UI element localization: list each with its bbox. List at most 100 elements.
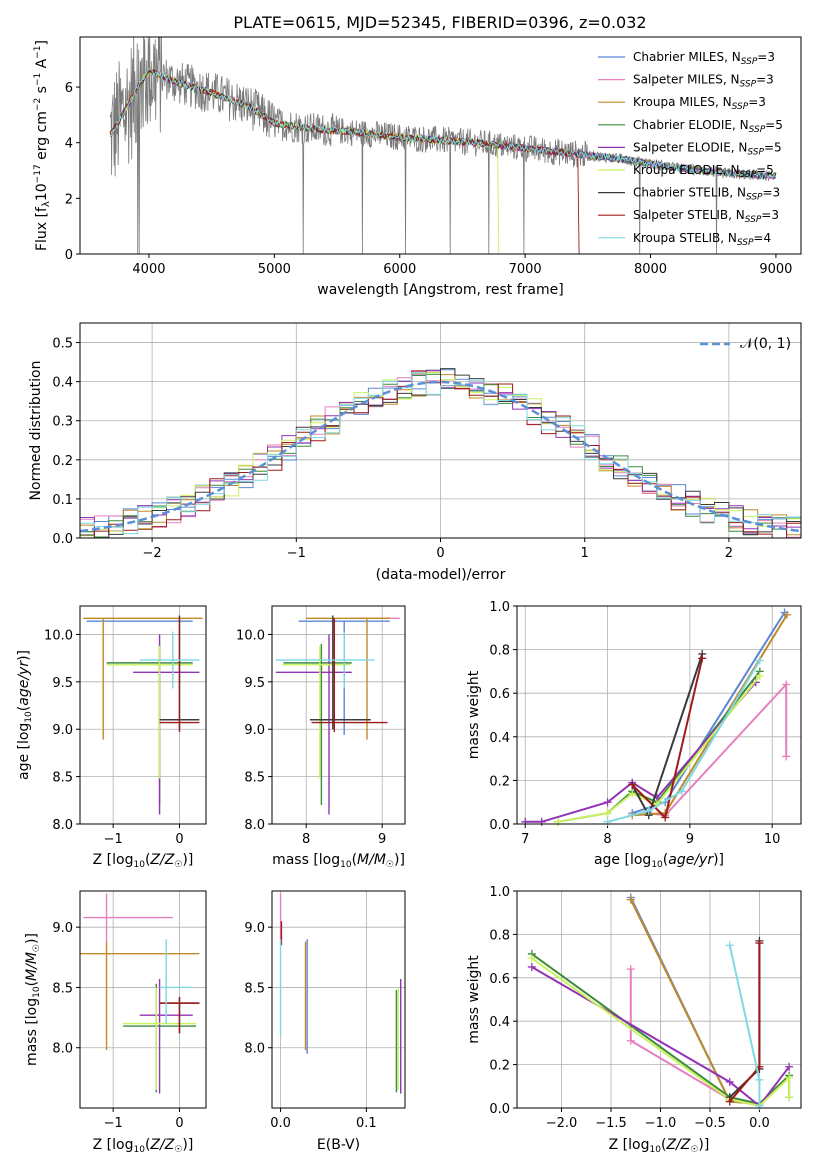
mass-weight-vs-z-marker-kroupa-elodie bbox=[527, 954, 536, 963]
legend-entry-kroupa-miles: Kroupa MILES, NSSP=3 bbox=[633, 95, 766, 112]
mass-weight-vs-age-marker-kroupa-elodie bbox=[755, 671, 764, 680]
residuals-frame bbox=[79, 322, 802, 539]
mass-weight-vs-age-xtick-label: 7 bbox=[521, 832, 529, 847]
mass-weight-vs-z-ytick-label: 1.0 bbox=[489, 885, 510, 900]
mass-vs-z-ytick-label: 8.0 bbox=[52, 1042, 73, 1057]
mass-weight-vs-age-marker-kroupa-stelib bbox=[603, 817, 612, 826]
mass-weight-vs-age-marker-kroupa-elodie bbox=[554, 817, 563, 826]
mass-weight-vs-age-ytick-label: 0.6 bbox=[489, 687, 510, 702]
age-vs-z-xtick-label: −1 bbox=[104, 832, 123, 847]
mass-vs-ebv-axes: 0.0 0.1 8.0 8.5 9.0 bbox=[244, 891, 405, 1131]
residuals-xtick-label: −2 bbox=[143, 546, 162, 561]
spectrum-model-chabrier-stelib bbox=[110, 69, 777, 181]
mass-vs-z-ytick-label: 8.5 bbox=[52, 981, 73, 996]
spectrum-xtick-label: 5000 bbox=[258, 262, 291, 277]
mass-weight-vs-age-frame bbox=[516, 605, 802, 825]
mass-vs-ebv-ytick-label: 9.0 bbox=[244, 921, 265, 936]
mass-weight-vs-age-ytick-label: 1.0 bbox=[489, 600, 510, 615]
mass-weight-vs-z-marker-salpeter-elodie bbox=[725, 1077, 734, 1086]
spectrum-axes: 4000 5000 6000 7000 8000 9000 0 2 4 6 bbox=[65, 81, 793, 277]
spectrum-xtick-label: 6000 bbox=[383, 262, 416, 277]
spectrum-title: PLATE=0615, MJD=52345, FIBERID=0396, z=0… bbox=[233, 13, 646, 32]
age-vs-mass-ytick-label: 10.0 bbox=[236, 628, 265, 643]
mass-weight-vs-age-ytick-label: 0.4 bbox=[489, 731, 510, 746]
age-vs-z-axes: −1 0 8.0 8.5 9.0 9.5 10.0 bbox=[44, 606, 206, 847]
mass-weight-vs-age-ytick-label: 0.2 bbox=[489, 774, 510, 789]
legend-entry-kroupa-elodie: Kroupa ELODIE, NSSP=5 bbox=[633, 163, 774, 180]
mass-vs-ebv-ytick-label: 8.5 bbox=[244, 981, 265, 996]
mass-weight-vs-age-marker-salpeter-miles bbox=[782, 680, 791, 689]
mass-weight-vs-z-line-salpeter-elodie bbox=[531, 966, 790, 1108]
age-vs-mass-xlabel: mass [log10(M/M☉)] bbox=[272, 852, 405, 870]
mass-weight-vs-age-marker-salpeter-stelib bbox=[698, 654, 707, 663]
mass-vs-ebv-xtick-label: 0.1 bbox=[356, 1116, 377, 1131]
mass-weight-vs-z-marker-kroupa-elodie bbox=[785, 1093, 794, 1102]
age-vs-mass-ytick-label: 9.0 bbox=[244, 723, 265, 738]
residuals-legend: 𝒩(0, 1) bbox=[700, 336, 791, 352]
mass-vs-z-plot-area bbox=[80, 893, 200, 1094]
spectrum-legend: Chabrier MILES, NSSP=3 Salpeter MILES, NS… bbox=[598, 50, 783, 248]
residuals-xlabel: (data-model)/error bbox=[376, 567, 506, 583]
mass-vs-z-xlabel: Z [log10(Z/Z☉)] bbox=[93, 1137, 194, 1155]
age-vs-z-plot-area bbox=[83, 615, 203, 815]
residuals-ylabel: Normed distribution bbox=[28, 361, 44, 501]
legend-entry-chabrier-stelib: Chabrier STELIB, NSSP=3 bbox=[633, 186, 780, 203]
residuals-xtick-label: 2 bbox=[725, 546, 733, 561]
mass-weight-vs-age-line-salpeter-stelib bbox=[631, 658, 704, 820]
spectrum-plot-area bbox=[109, 37, 777, 254]
age-vs-mass-ytick-label: 8.5 bbox=[244, 771, 265, 786]
mass-weight-vs-age-marker-salpeter-stelib bbox=[661, 813, 670, 822]
mass-vs-ebv-plot-area bbox=[279, 893, 402, 1094]
legend-entry-salpeter-stelib: Salpeter STELIB, NSSP=3 bbox=[633, 208, 779, 225]
mass-weight-vs-age-marker-salpeter-elodie bbox=[521, 817, 530, 826]
spectrum-ytick-label: 2 bbox=[65, 192, 73, 207]
mass-weight-vs-z-ytick-label: 0.4 bbox=[489, 1015, 510, 1030]
mass-vs-ebv-xlabel: E(B-V) bbox=[317, 1137, 360, 1153]
age-vs-mass-ytick-label: 8.0 bbox=[244, 818, 265, 833]
mass-weight-vs-age-marker-kroupa-stelib bbox=[755, 656, 764, 665]
residuals-ytick-label: 0.2 bbox=[52, 454, 73, 469]
mass-weight-vs-z-plot-area bbox=[527, 893, 794, 1110]
spectrum-ytick-label: 0 bbox=[65, 248, 73, 263]
mass-weight-vs-z-marker-kroupa-elodie bbox=[785, 1073, 794, 1082]
residuals-ytick-label: 0.0 bbox=[52, 532, 73, 547]
age-vs-z-ytick-label: 9.5 bbox=[52, 676, 73, 691]
mass-weight-vs-age-marker-kroupa-elodie bbox=[603, 809, 612, 818]
mass-weight-vs-age-xtick-label: 10 bbox=[764, 832, 781, 847]
mass-weight-vs-age-marker-kroupa-stelib bbox=[677, 787, 686, 796]
mass-weight-vs-age-xtick-label: 8 bbox=[603, 832, 611, 847]
mass-weight-vs-z-xtick-label: −1.0 bbox=[645, 1116, 677, 1131]
mass-weight-vs-z-marker-salpeter-elodie bbox=[785, 1062, 794, 1071]
residuals-xtick-label: 0 bbox=[436, 546, 444, 561]
mass-weight-vs-z-marker-salpeter-stelib bbox=[755, 939, 764, 948]
residuals-ytick-label: 0.5 bbox=[52, 337, 73, 352]
mass-weight-vs-age-line-chabrier-miles bbox=[631, 611, 786, 815]
mass-weight-vs-z-ytick-label: 0.0 bbox=[489, 1102, 510, 1117]
mass-weight-vs-age-ytick-label: 0.0 bbox=[489, 818, 510, 833]
mass-weight-vs-z-marker-salpeter-elodie bbox=[527, 962, 536, 971]
mass-weight-vs-z-xtick-label: 0.0 bbox=[749, 1116, 770, 1131]
mass-weight-vs-z-ytick-label: 0.6 bbox=[489, 972, 510, 987]
mass-weight-vs-z-xlabel: Z [log10(Z/Z☉)] bbox=[609, 1137, 710, 1155]
age-vs-z-xlabel: Z [log10(Z/Z☉)] bbox=[93, 852, 194, 870]
spectrum-ylabel: Flux [fλ10−17 erg cm−2 s−1 A−1] bbox=[33, 40, 52, 251]
mass-weight-vs-age-marker-kroupa-miles bbox=[783, 610, 792, 619]
age-vs-z-ytick-label: 10.0 bbox=[44, 628, 73, 643]
spectrum-xtick-label: 9000 bbox=[759, 262, 792, 277]
mass-vs-z-ytick-label: 9.0 bbox=[52, 921, 73, 936]
age-vs-z-xtick-label: 0 bbox=[175, 832, 183, 847]
mass-weight-vs-z-xtick-label: −2.0 bbox=[546, 1116, 578, 1131]
mass-weight-vs-age-marker-kroupa-stelib bbox=[644, 806, 653, 815]
residuals-hist-chabrier-stelib bbox=[80, 368, 801, 536]
residuals-plot-area bbox=[80, 368, 801, 538]
mass-weight-vs-age-marker-kroupa-elodie bbox=[628, 789, 637, 798]
spectrum-xtick-label: 8000 bbox=[634, 262, 667, 277]
mass-weight-vs-z-marker-kroupa-stelib bbox=[755, 1075, 764, 1084]
legend-entry-salpeter-miles: Salpeter MILES, NSSP=3 bbox=[633, 73, 774, 90]
mass-weight-vs-age-line-kroupa-stelib bbox=[607, 659, 761, 823]
spectrum-xlabel: wavelength [Angstrom, rest frame] bbox=[317, 282, 563, 298]
mass-weight-vs-z-ytick-label: 0.8 bbox=[489, 928, 510, 943]
mass-weight-vs-z-marker-salpeter-stelib bbox=[725, 1097, 734, 1106]
mass-weight-vs-age-ytick-label: 0.8 bbox=[489, 644, 510, 659]
